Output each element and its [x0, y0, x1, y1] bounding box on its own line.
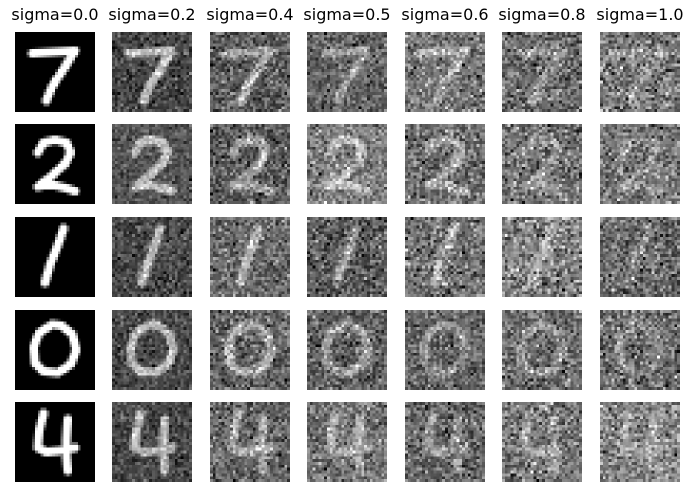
digit-1-sigma-tile [307, 217, 387, 297]
digit-0-sigma-tile [15, 310, 95, 390]
digit-2-sigma-tile [15, 124, 95, 204]
digit-0-sigma-tile [210, 310, 290, 390]
digit-0-sigma-tile [600, 310, 680, 390]
digit-0-sigma-tile [112, 310, 192, 390]
digit-1-sigma-tile [405, 217, 485, 297]
digit-7-sigma-tile [15, 32, 95, 112]
column-title: sigma=1.0 [590, 5, 690, 25]
digit-4-sigma-tile [405, 402, 485, 482]
digit-7-sigma-tile [405, 32, 485, 112]
column-title: sigma=0.4 [200, 5, 300, 25]
digit-7-sigma-tile [112, 32, 192, 112]
digit-1-sigma-tile [112, 217, 192, 297]
digit-2-sigma-tile [210, 124, 290, 204]
column-title: sigma=0.2 [102, 5, 202, 25]
digit-7-sigma-tile [600, 32, 680, 112]
column-title: sigma=0.8 [492, 5, 592, 25]
digit-1-sigma-tile [600, 217, 680, 297]
digit-1-sigma-tile [15, 217, 95, 297]
digit-2-sigma-tile [600, 124, 680, 204]
column-title: sigma=0.0 [5, 5, 105, 25]
digit-4-sigma-tile [502, 402, 582, 482]
digit-4-sigma-tile [307, 402, 387, 482]
digit-4-sigma-tile [15, 402, 95, 482]
digit-7-sigma-tile [502, 32, 582, 112]
digit-1-sigma-tile [502, 217, 582, 297]
digit-2-sigma-tile [112, 124, 192, 204]
digit-7-sigma-tile [307, 32, 387, 112]
digit-4-sigma-tile [600, 402, 680, 482]
digit-2-sigma-tile [502, 124, 582, 204]
column-title: sigma=0.5 [297, 5, 397, 25]
digit-0-sigma-tile [502, 310, 582, 390]
digit-2-sigma-tile [307, 124, 387, 204]
column-title: sigma=0.6 [395, 5, 495, 25]
digit-7-sigma-tile [210, 32, 290, 112]
digit-1-sigma-tile [210, 217, 290, 297]
digit-2-sigma-tile [405, 124, 485, 204]
digit-4-sigma-tile [112, 402, 192, 482]
digit-0-sigma-tile [307, 310, 387, 390]
digit-0-sigma-tile [405, 310, 485, 390]
digit-4-sigma-tile [210, 402, 290, 482]
